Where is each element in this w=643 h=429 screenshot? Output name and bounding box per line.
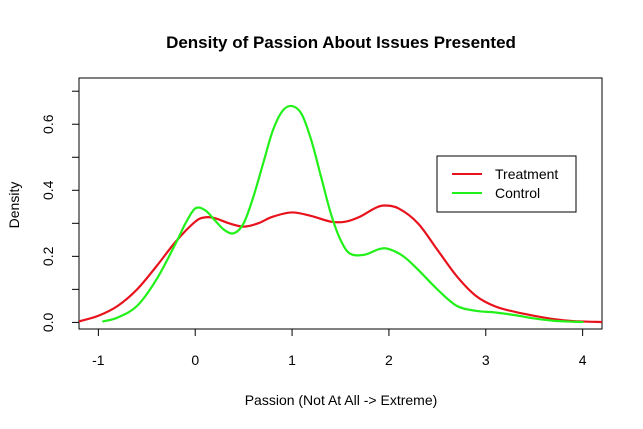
plot-frame <box>78 77 603 330</box>
y-tick-label-1: 0.2 <box>40 246 56 266</box>
x-tick-label-3: 2 <box>385 352 393 368</box>
x-tick-label-1: 0 <box>191 352 199 368</box>
x-axis: -1 0 1 2 3 4 <box>92 329 587 368</box>
y-axis-label: Density <box>6 182 22 229</box>
y-tick-label-2: 0.4 <box>40 180 56 200</box>
x-axis-label: Passion (Not At All -> Extreme) <box>245 392 438 408</box>
x-tick-label-2: 1 <box>288 352 296 368</box>
x-tick-label-0: -1 <box>92 352 105 368</box>
series-line-control <box>102 104 584 324</box>
series-line-treatment <box>79 204 602 324</box>
y-axis: 0.0 0.2 0.4 0.6 <box>40 90 79 332</box>
legend-label-treatment: Treatment <box>495 166 558 182</box>
x-tick-label-5: 4 <box>579 352 587 368</box>
y-tick-label-3: 0.6 <box>40 114 56 134</box>
legend-box <box>436 155 577 213</box>
series-layer <box>79 104 602 324</box>
chart-title: Density of Passion About Issues Presente… <box>166 33 516 52</box>
x-tick-label-4: 3 <box>482 352 490 368</box>
legend-label-control: Control <box>495 185 540 201</box>
legend: Treatment Control <box>436 155 577 213</box>
y-tick-label-0: 0.0 <box>40 312 56 332</box>
